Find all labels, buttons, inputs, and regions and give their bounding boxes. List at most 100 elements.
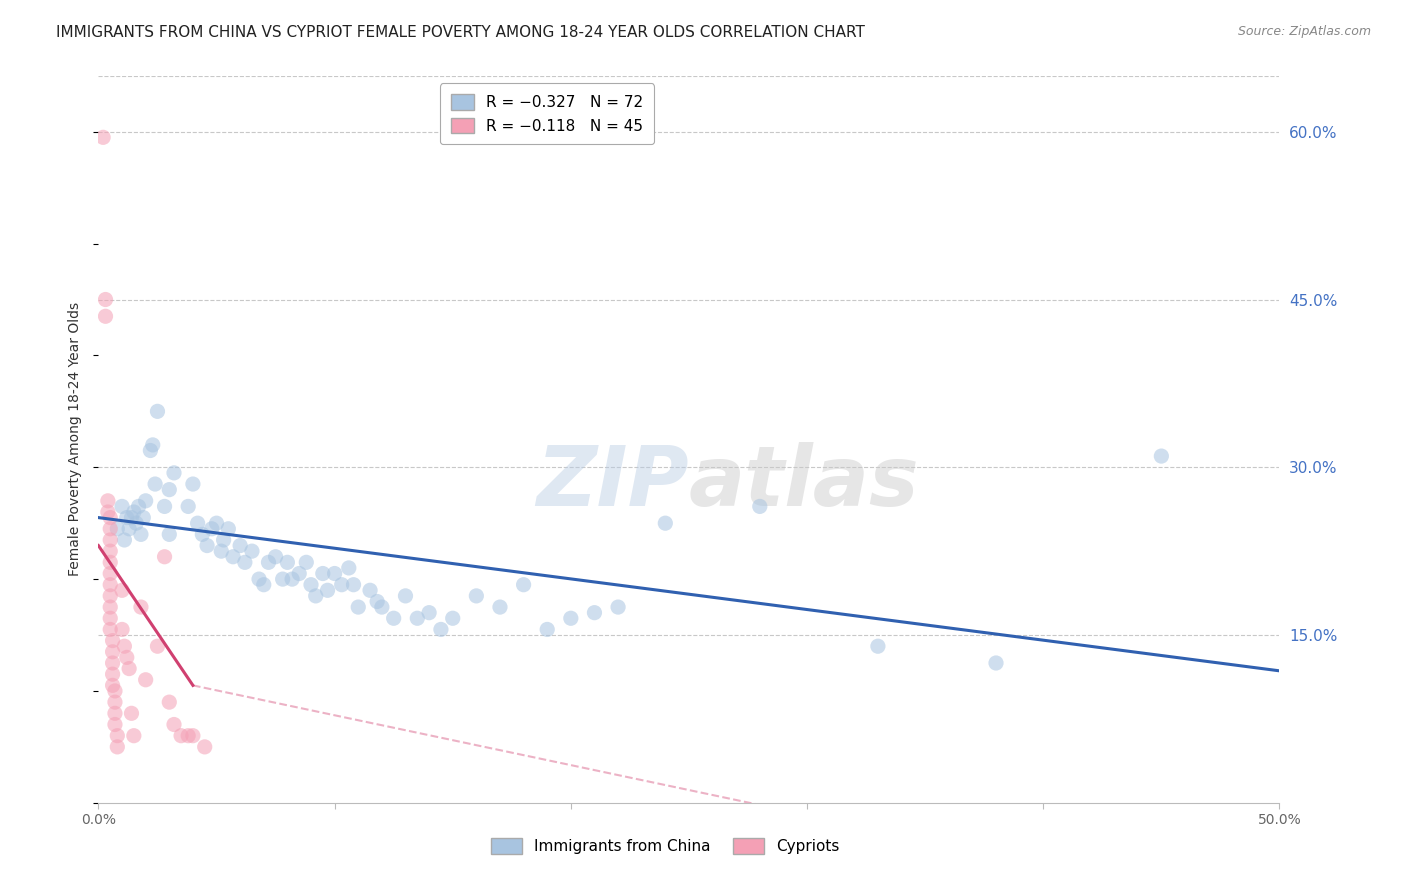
Point xyxy=(112,533,135,547)
Point xyxy=(212,533,235,547)
Point xyxy=(101,645,124,659)
Point xyxy=(157,483,180,497)
Point xyxy=(111,583,134,598)
Point xyxy=(170,729,193,743)
Point xyxy=(359,583,381,598)
Point xyxy=(441,611,464,625)
Point xyxy=(222,549,245,564)
Point xyxy=(157,695,180,709)
Point xyxy=(118,522,141,536)
Point xyxy=(122,729,145,743)
Point xyxy=(382,611,405,625)
Point xyxy=(209,544,232,558)
Point xyxy=(323,566,346,581)
Point xyxy=(253,578,276,592)
Point xyxy=(240,544,263,558)
Point xyxy=(512,578,534,592)
Text: IMMIGRANTS FROM CHINA VS CYPRIOT FEMALE POVERTY AMONG 18-24 YEAR OLDS CORRELATIO: IMMIGRANTS FROM CHINA VS CYPRIOT FEMALE … xyxy=(56,25,865,40)
Point xyxy=(128,500,150,514)
Point xyxy=(98,544,121,558)
Point xyxy=(105,729,128,743)
Point xyxy=(101,633,124,648)
Point xyxy=(94,293,117,307)
Point xyxy=(337,561,360,575)
Point xyxy=(122,505,145,519)
Point xyxy=(98,578,121,592)
Point xyxy=(157,527,180,541)
Point xyxy=(105,739,128,754)
Point xyxy=(312,566,335,581)
Point xyxy=(177,500,200,514)
Point xyxy=(271,572,294,586)
Point xyxy=(98,533,121,547)
Point xyxy=(583,606,606,620)
Point xyxy=(489,600,512,615)
Point xyxy=(654,516,676,531)
Point xyxy=(181,729,204,743)
Point xyxy=(101,656,124,670)
Point xyxy=(205,516,228,531)
Point xyxy=(247,572,270,586)
Text: Source: ZipAtlas.com: Source: ZipAtlas.com xyxy=(1237,25,1371,38)
Point xyxy=(394,589,416,603)
Point xyxy=(257,555,280,569)
Point xyxy=(143,477,166,491)
Text: atlas: atlas xyxy=(689,442,920,524)
Point xyxy=(430,623,453,637)
Point xyxy=(217,522,239,536)
Point xyxy=(276,555,298,569)
Point xyxy=(201,522,224,536)
Point xyxy=(101,678,124,692)
Point xyxy=(112,639,135,653)
Point xyxy=(98,522,121,536)
Point xyxy=(316,583,339,598)
Point xyxy=(118,662,141,676)
Point xyxy=(129,600,152,615)
Point xyxy=(135,673,157,687)
Point xyxy=(295,555,318,569)
Point xyxy=(101,667,124,681)
Point xyxy=(111,623,134,637)
Point xyxy=(98,589,121,603)
Text: ZIP: ZIP xyxy=(536,442,689,524)
Point xyxy=(98,566,121,581)
Point xyxy=(121,510,143,524)
Point xyxy=(418,606,440,620)
Point xyxy=(111,500,134,514)
Point xyxy=(91,130,114,145)
Point xyxy=(288,566,311,581)
Point xyxy=(163,466,186,480)
Point xyxy=(98,510,121,524)
Point xyxy=(330,578,353,592)
Point xyxy=(139,443,162,458)
Point xyxy=(177,729,200,743)
Point xyxy=(607,600,630,615)
Point xyxy=(233,555,256,569)
Point xyxy=(281,572,304,586)
Point xyxy=(465,589,488,603)
Point xyxy=(146,404,169,418)
Point xyxy=(98,555,121,569)
Point xyxy=(299,578,322,592)
Point xyxy=(984,656,1007,670)
Point xyxy=(342,578,364,592)
Point xyxy=(347,600,370,615)
Point xyxy=(195,539,218,553)
Point xyxy=(98,600,121,615)
Point xyxy=(121,706,143,721)
Point xyxy=(560,611,582,625)
Point xyxy=(229,539,252,553)
Point xyxy=(153,500,176,514)
Point xyxy=(181,477,204,491)
Point xyxy=(371,600,394,615)
Point xyxy=(1150,449,1173,463)
Point xyxy=(104,717,127,731)
Point xyxy=(105,522,128,536)
Point xyxy=(125,516,148,531)
Legend: Immigrants from China, Cypriots: Immigrants from China, Cypriots xyxy=(485,832,845,861)
Point xyxy=(104,684,127,698)
Point xyxy=(115,650,138,665)
Point xyxy=(146,639,169,653)
Point xyxy=(163,717,186,731)
Point xyxy=(104,695,127,709)
